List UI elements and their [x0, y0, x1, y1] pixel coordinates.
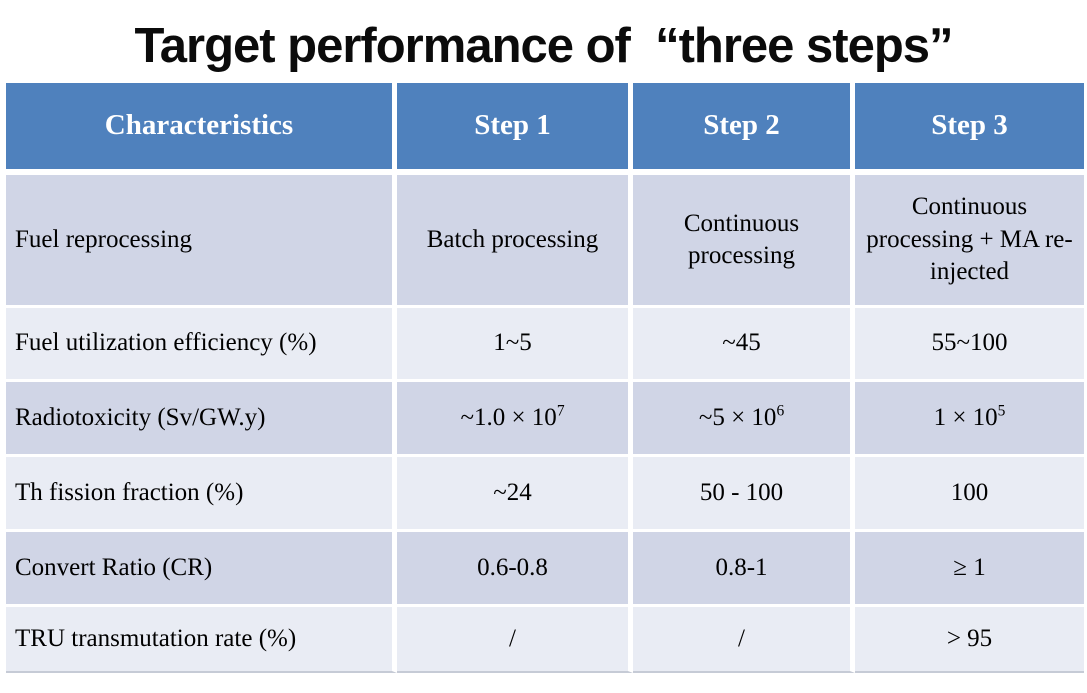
row-label: Convert Ratio (CR) — [6, 532, 397, 607]
cell-value: ≥ 1 — [953, 553, 986, 581]
cell-step3: 1 × 105 — [855, 382, 1084, 457]
cell-value: 0.8-1 — [715, 553, 768, 581]
row-fuel-utilization-efficiency: Fuel utilization efficiency (%) 1~5 ~45 … — [6, 308, 1084, 382]
header-cell-step1: Step 1 — [397, 83, 633, 175]
cell-value: / — [738, 624, 745, 652]
cell-step1: Batch processing — [397, 175, 633, 308]
cell-value: 50 - 100 — [699, 478, 784, 506]
row-label: TRU transmutation rate (%) — [6, 607, 397, 673]
cell-value: ~24 — [493, 478, 532, 506]
cell-exponent: 5 — [997, 402, 1006, 420]
cell-value: ~1.0 × 10 — [460, 403, 557, 431]
cell-step2: ~45 — [633, 308, 855, 382]
cell-value: Continuous processing + MA re-injected — [866, 193, 1073, 286]
row-radiotoxicity: Radiotoxicity (Sv/GW.y) ~1.0 × 107 ~5 × … — [6, 382, 1084, 457]
cell-step3: 55~100 — [855, 308, 1084, 382]
header-row: Characteristics Step 1 Step 2 Step 3 — [6, 83, 1084, 175]
cell-value: 100 — [950, 478, 989, 506]
cell-step2: 50 - 100 — [633, 457, 855, 532]
cell-step2: ~5 × 106 — [633, 382, 855, 457]
cell-value: > 95 — [946, 624, 993, 652]
cell-step2: / — [633, 607, 855, 673]
cell-step3: > 95 — [855, 607, 1084, 673]
cell-step3: Continuous processing + MA re-injected — [855, 175, 1084, 308]
performance-table: Characteristics Step 1 Step 2 Step 3 Fue… — [6, 83, 1084, 673]
header-cell-characteristics: Characteristics — [6, 83, 397, 175]
cell-step3: 100 — [855, 457, 1084, 532]
row-tru-transmutation-rate: TRU transmutation rate (%) / / > 95 — [6, 607, 1084, 673]
row-convert-ratio: Convert Ratio (CR) 0.6-0.8 0.8-1 ≥ 1 — [6, 532, 1084, 607]
cell-step1: ~24 — [397, 457, 633, 532]
cell-step1: 1~5 — [397, 308, 633, 382]
row-label: Fuel reprocessing — [6, 175, 397, 308]
row-label: Th fission fraction (%) — [6, 457, 397, 532]
header-cell-step2: Step 2 — [633, 83, 855, 175]
cell-value: Batch processing — [426, 225, 599, 253]
cell-step1: / — [397, 607, 633, 673]
cell-value: 1 × 10 — [933, 403, 998, 431]
cell-step1: ~1.0 × 107 — [397, 382, 633, 457]
row-label: Fuel utilization efficiency (%) — [6, 308, 397, 382]
cell-value: 55~100 — [931, 329, 1008, 357]
cell-step2: 0.8-1 — [633, 532, 855, 607]
cell-value: / — [509, 624, 516, 652]
row-label: Radiotoxicity (Sv/GW.y) — [6, 382, 397, 457]
cell-value: 0.6-0.8 — [477, 553, 548, 581]
cell-step2: Continuous processing — [633, 175, 855, 308]
cell-value: Continuous processing — [683, 209, 800, 270]
row-fuel-reprocessing: Fuel reprocessing Batch processing Conti… — [6, 175, 1084, 308]
header-cell-step3: Step 3 — [855, 83, 1084, 175]
cell-value: 1~5 — [493, 329, 532, 357]
cell-step3: ≥ 1 — [855, 532, 1084, 607]
cell-value: ~45 — [722, 329, 761, 357]
row-th-fission-fraction: Th fission fraction (%) ~24 50 - 100 100 — [6, 457, 1084, 532]
page-title: Target performance of “three steps” — [134, 18, 953, 73]
cell-value: ~5 × 10 — [698, 403, 777, 431]
cell-exponent: 6 — [776, 402, 785, 420]
cell-exponent: 7 — [556, 402, 565, 420]
cell-step1: 0.6-0.8 — [397, 532, 633, 607]
